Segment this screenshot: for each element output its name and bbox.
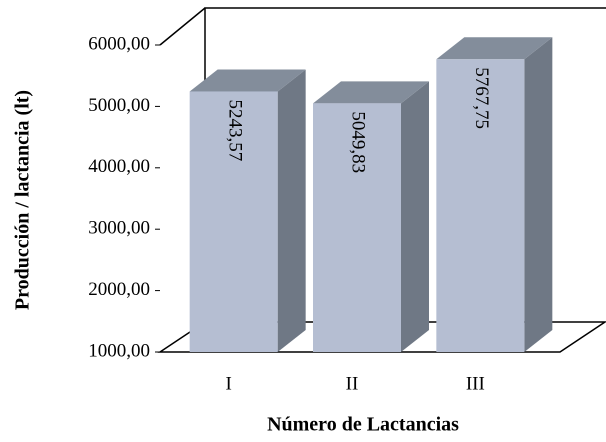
bar-top	[313, 81, 429, 104]
y-tick-label: 1000,00	[88, 340, 150, 361]
bar	[313, 103, 401, 352]
x-axis-title: Número de Lactancias	[267, 414, 459, 436]
bar-top	[189, 69, 306, 92]
x-tick-label: II	[346, 373, 359, 394]
bar	[189, 91, 278, 353]
bar-side	[524, 37, 553, 352]
x-tick-label: III	[466, 373, 485, 394]
y-tick-label: 6000,00	[88, 33, 150, 54]
side-edge	[159, 7, 206, 46]
y-tick-label: 5000,00	[88, 95, 150, 116]
y-tick-label: 2000,00	[88, 279, 150, 300]
value-label: 5767,75	[471, 67, 492, 129]
x-tick-label: I	[226, 373, 232, 394]
bar-top	[436, 37, 553, 60]
y-tick-label: 4000,00	[88, 156, 150, 177]
value-label: 5049,83	[348, 111, 369, 173]
y-axis-title: Producción / lactancia (lt)	[12, 90, 34, 310]
value-label: 5243,57	[224, 99, 245, 161]
bar	[436, 59, 525, 352]
bar-side	[401, 81, 429, 352]
bar-side	[277, 69, 306, 353]
y-tick-label: 3000,00	[88, 218, 150, 239]
